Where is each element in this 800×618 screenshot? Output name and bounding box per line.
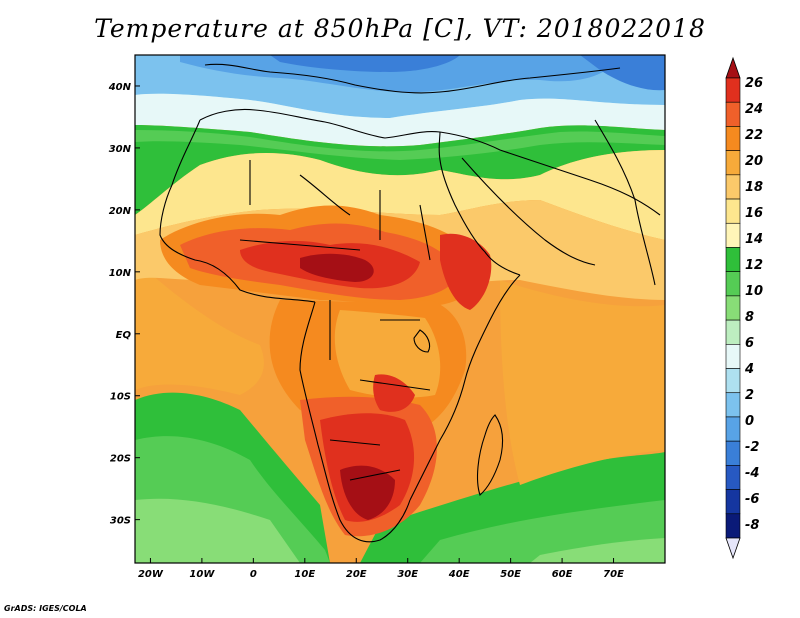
colorbar-segment xyxy=(725,198,741,224)
colorbar-label: 22 xyxy=(745,128,763,143)
coast-west-africa xyxy=(159,119,316,303)
field-cool-southeast-deep xyxy=(530,538,665,563)
colorbar-segment xyxy=(725,368,741,394)
colorbar-segment xyxy=(725,222,741,248)
field-north-pale xyxy=(135,93,665,147)
colorbar-bottom-arrow xyxy=(725,537,741,560)
colorbar-segment xyxy=(725,319,741,345)
coastlines xyxy=(159,63,661,543)
coast-madagascar xyxy=(476,414,504,496)
longitude-ticks: 20W 10W 0 10E 20E 30E 40E 50E 60E 70E xyxy=(138,558,624,580)
lake-victoria xyxy=(413,329,431,353)
coast-arabia-north xyxy=(439,131,661,216)
colorbar-segment xyxy=(725,513,741,539)
field-ethiopia-red xyxy=(440,233,492,310)
lon-tick-label: 10W xyxy=(189,569,215,580)
lon-tick-label: 50E xyxy=(500,569,521,580)
colorbar-top-arrow xyxy=(725,56,741,79)
colorbar-label: 0 xyxy=(745,414,754,429)
colorbar-segment xyxy=(725,416,741,442)
colorbar-label: 8 xyxy=(745,310,754,325)
colorbar-segment xyxy=(725,440,741,466)
colorbar-label: -4 xyxy=(745,466,759,481)
colorbar-segment xyxy=(725,174,741,200)
field-cool-southwest-deep xyxy=(135,498,300,563)
colorbar-segment xyxy=(725,271,741,297)
lon-tick-label: 30E xyxy=(397,569,418,580)
map-title: Temperature at 850hPa [C], VT: 201802201… xyxy=(94,14,706,43)
latitude-ticks: 40N 30N 20N 10N EQ 10S 20S 30S xyxy=(108,82,140,527)
lon-tick-label: 10E xyxy=(294,569,315,580)
field-sahel-dark-red xyxy=(300,253,374,282)
lon-tick-label: 0 xyxy=(250,569,257,580)
colorbar-label: 14 xyxy=(745,232,763,247)
colorbar-segment xyxy=(725,295,741,321)
colorbar-label: 26 xyxy=(745,76,763,91)
field-warm-atlantic xyxy=(135,260,264,395)
colorbar-label: 2 xyxy=(745,388,754,403)
colorbar-label: 20 xyxy=(745,154,763,169)
lat-tick-label: EQ xyxy=(116,330,132,341)
lat-tick-label: 40N xyxy=(108,82,132,93)
colorbar-label: 12 xyxy=(745,258,763,273)
colorbar-label: 18 xyxy=(745,180,763,195)
field-transition-yellow xyxy=(135,150,665,240)
colorbar-segment xyxy=(725,101,741,127)
field-central-light-orange xyxy=(334,310,441,398)
lat-tick-label: 10N xyxy=(109,268,132,279)
field-north-mid-blue xyxy=(180,55,620,93)
lat-tick-label: 20S xyxy=(110,454,131,465)
lat-tick-label: 20N xyxy=(109,206,132,217)
colorbar-segment xyxy=(725,126,741,151)
coast-north-africa xyxy=(199,108,441,139)
field-warm-indian xyxy=(500,280,665,485)
field-north-deep-blue xyxy=(270,55,460,72)
lon-tick-label: 40E xyxy=(448,569,470,580)
lon-tick-label: 20E xyxy=(346,569,367,580)
colorbar-segment xyxy=(725,392,741,418)
colorbar-label: 4 xyxy=(744,362,754,377)
colorbar-segment xyxy=(725,150,741,176)
coast-india xyxy=(594,119,656,286)
plot-frame xyxy=(134,54,666,564)
colorbar-segment xyxy=(725,77,741,103)
field-northeast-deep-blue xyxy=(580,55,665,91)
coast-southwest-africa xyxy=(299,301,411,543)
lat-tick-label: 30S xyxy=(110,516,131,527)
colorbar-label: 6 xyxy=(745,336,754,351)
grads-credit: GrADS: IGES/COLA xyxy=(4,604,87,613)
colorbar-label: -2 xyxy=(745,440,759,455)
colorbar-segment xyxy=(725,465,741,490)
colorbar-label: 10 xyxy=(745,284,763,299)
colorbar-segment xyxy=(725,344,741,369)
field-north-light-green xyxy=(135,130,665,160)
colorbar-label: -8 xyxy=(745,518,759,533)
colorbar-label: 16 xyxy=(745,206,763,221)
lat-tick-label: 30N xyxy=(109,144,132,155)
lon-tick-label: 60E xyxy=(552,569,573,580)
lat-tick-label: 10S xyxy=(110,392,131,403)
country-borders xyxy=(239,160,431,481)
colorbar-segment xyxy=(725,247,741,272)
lon-tick-label: 70E xyxy=(603,569,624,580)
coast-arabia-south xyxy=(461,157,596,266)
coast-east-africa xyxy=(409,274,521,501)
colorbar-segment xyxy=(725,489,741,515)
coast-europe xyxy=(204,63,621,94)
lon-tick-label: 20W xyxy=(138,569,164,580)
colorbar-label: -6 xyxy=(745,492,759,507)
coast-red-sea xyxy=(438,131,521,276)
temperature-field xyxy=(135,55,665,563)
colorbar-label: 24 xyxy=(745,102,763,117)
